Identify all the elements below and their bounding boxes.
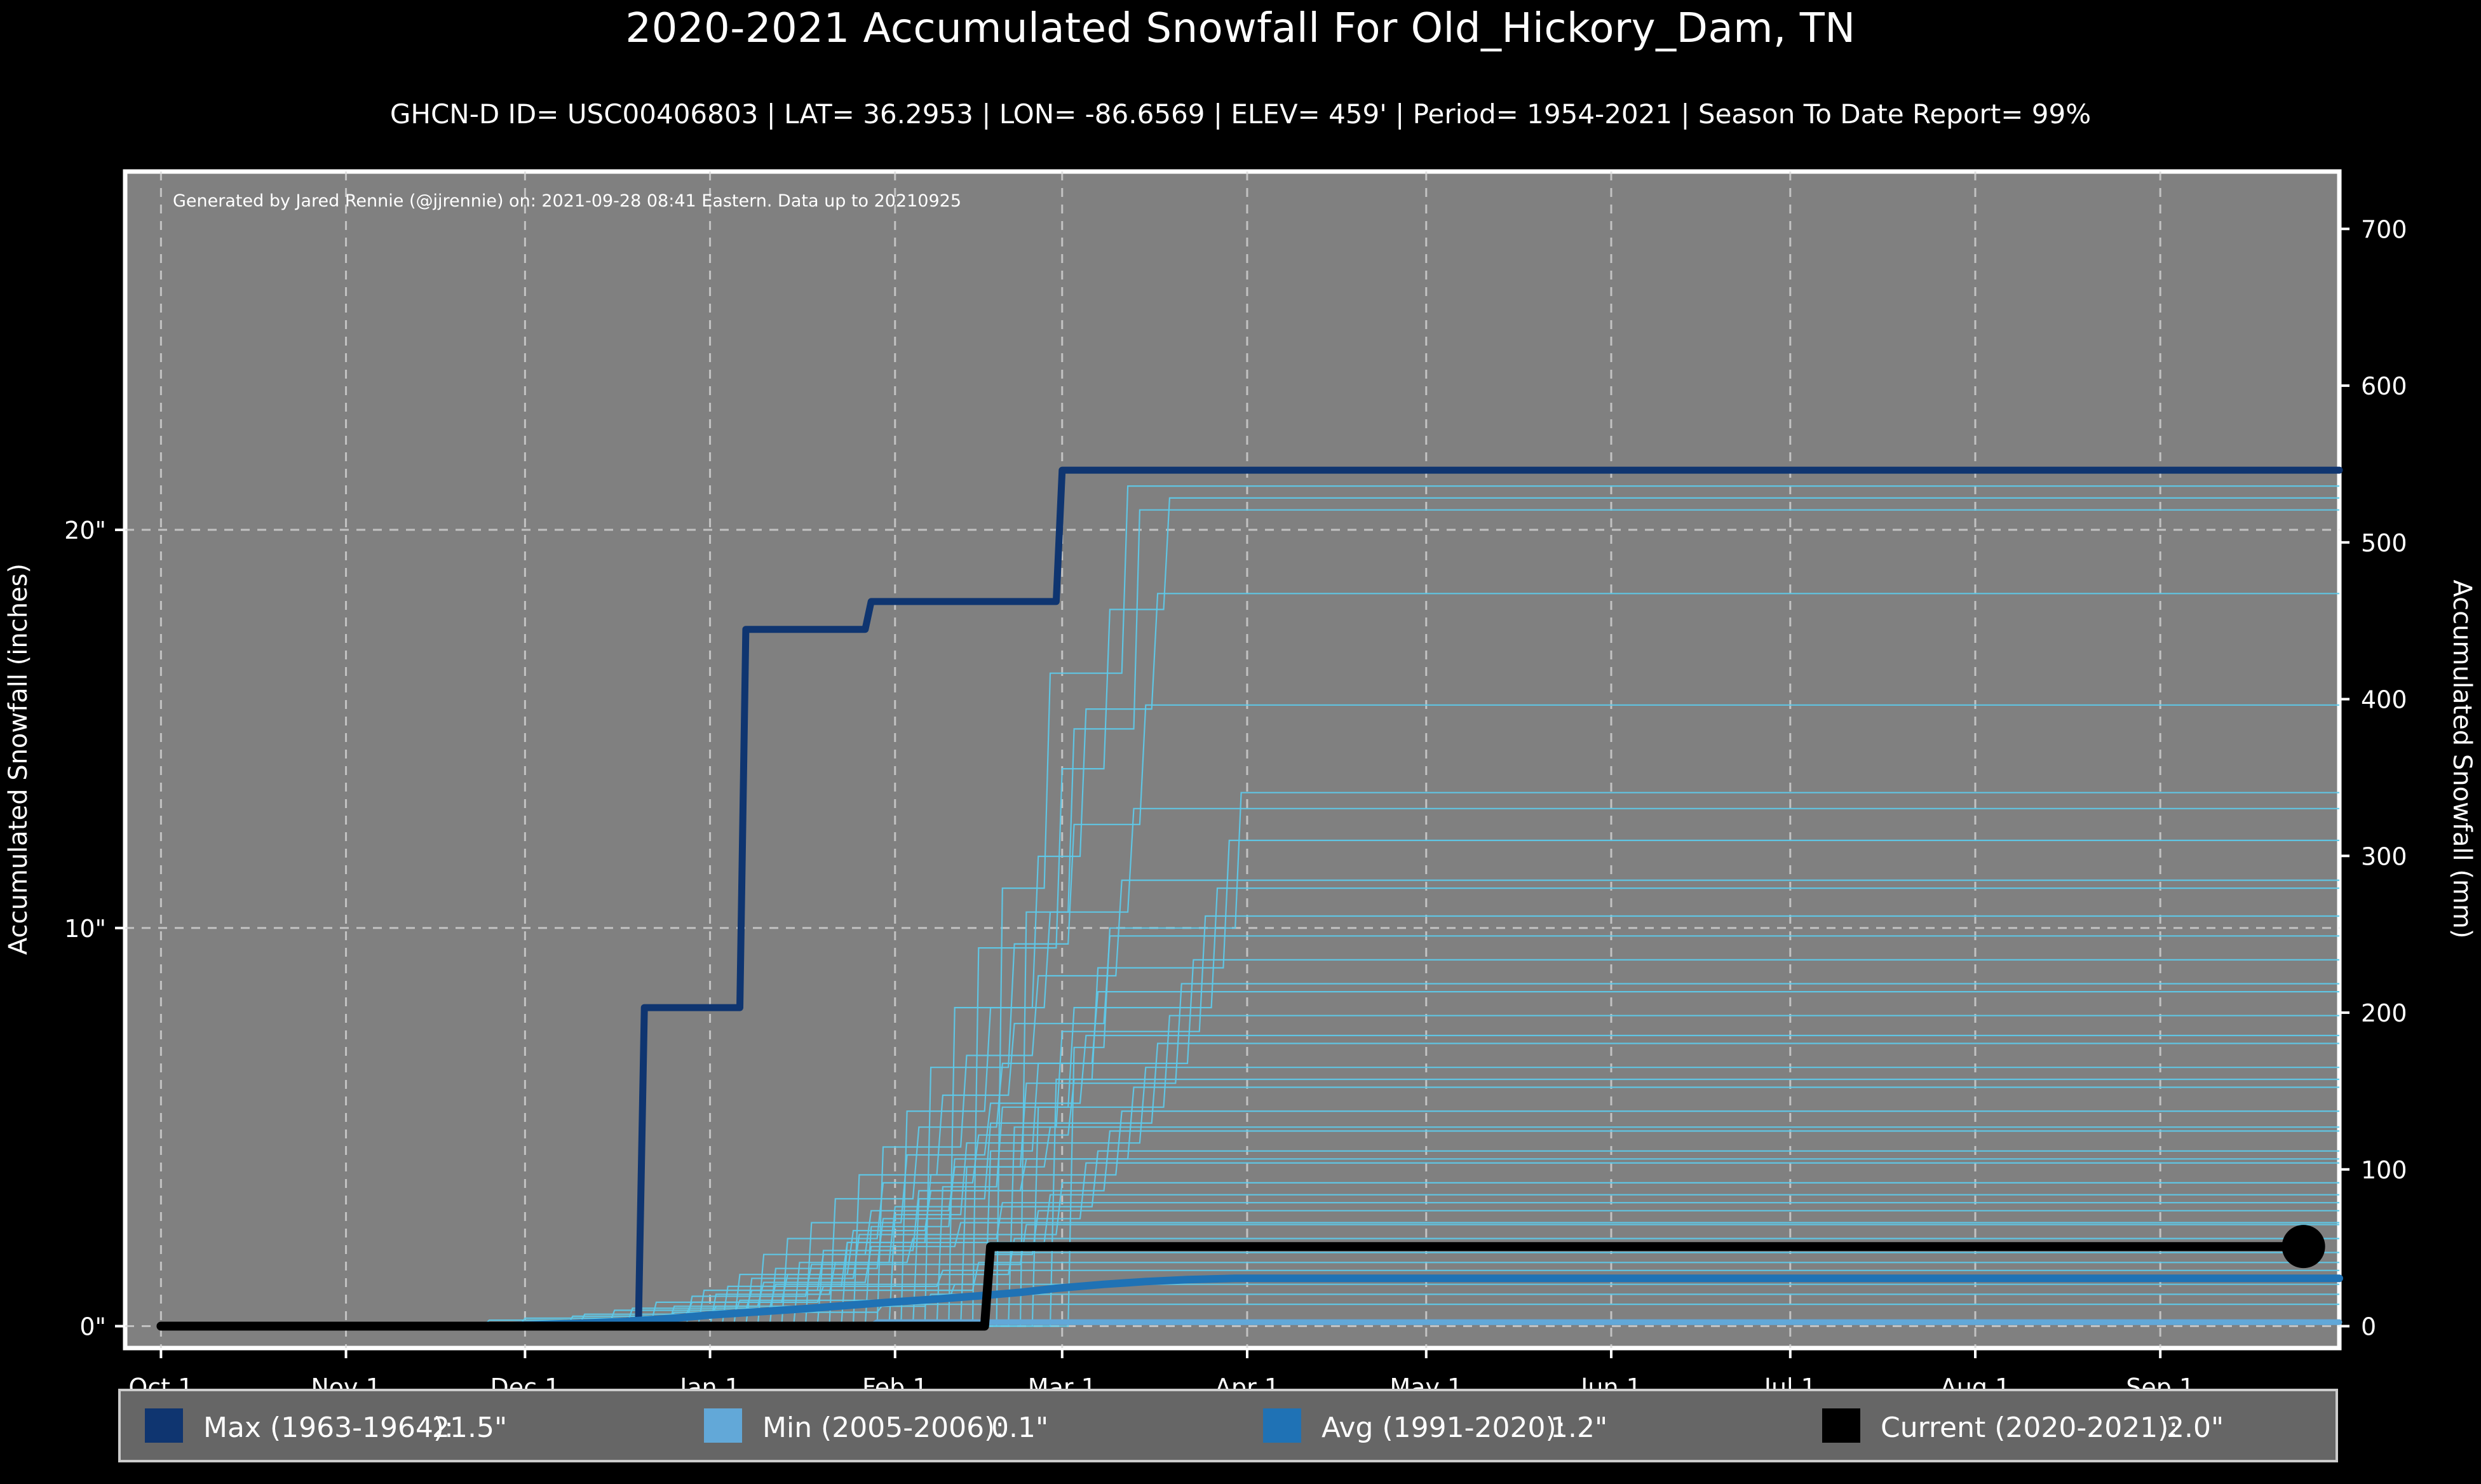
legend-value-current: 2.0" [2167, 1412, 2224, 1444]
generated-by-annotation: Generated by Jared Rennie (@jjrennie) on… [173, 191, 961, 211]
svg-text:0": 0" [79, 1313, 106, 1341]
chart-legend: Max (1963-1964): 21.5" Min (2005-2006): 0… [118, 1389, 2338, 1462]
svg-text:10": 10" [64, 915, 106, 943]
legend-swatch-avg [1263, 1408, 1301, 1443]
legend-label-avg: Avg (1991-2020): [1322, 1412, 1565, 1444]
legend-items: Max (1963-1964): 21.5" Min (2005-2006): 0… [145, 1408, 2224, 1444]
svg-text:0: 0 [2361, 1313, 2376, 1341]
series-lines [156, 466, 2343, 1331]
svg-text:700: 700 [2361, 215, 2407, 243]
plot-area-background [123, 169, 2342, 1351]
legend-value-min: 0.1" [991, 1412, 1048, 1444]
y-axis-label-left: Accumulated Snowfall (inches) [4, 563, 33, 955]
page-title: 2020-2021 Accumulated Snowfall For Old_H… [625, 5, 1856, 52]
legend-swatch-current [1822, 1408, 1860, 1443]
legend-label-max: Max (1963-1964): [203, 1412, 454, 1444]
y-axis-label-right: Accumulated Snowfall (mm) [2447, 580, 2477, 939]
page-subtitle: GHCN-D ID= USC00406803 | LAT= 36.2953 | … [389, 98, 2092, 130]
svg-text:500: 500 [2361, 529, 2407, 557]
legend-label-current: Current (2020-2021): [1881, 1412, 2178, 1444]
svg-text:20": 20" [64, 516, 106, 544]
legend-background [118, 1389, 2338, 1462]
svg-text:300: 300 [2361, 842, 2407, 870]
y-axis-ticks-right: 0 100 200 300 400 500 600 700 [2339, 215, 2407, 1341]
legend-swatch-max [145, 1408, 183, 1443]
legend-swatch-min [704, 1408, 742, 1443]
svg-text:400: 400 [2361, 686, 2407, 714]
legend-label-min: Min (2005-2006): [762, 1412, 1004, 1444]
svg-text:200: 200 [2361, 999, 2407, 1027]
y-axis-ticks-left: 0" 10" 20" [64, 516, 125, 1341]
svg-text:600: 600 [2361, 372, 2407, 400]
legend-value-avg: 1.2" [1550, 1412, 1607, 1444]
svg-text:100: 100 [2361, 1156, 2407, 1184]
legend-value-max: 21.5" [432, 1412, 507, 1444]
